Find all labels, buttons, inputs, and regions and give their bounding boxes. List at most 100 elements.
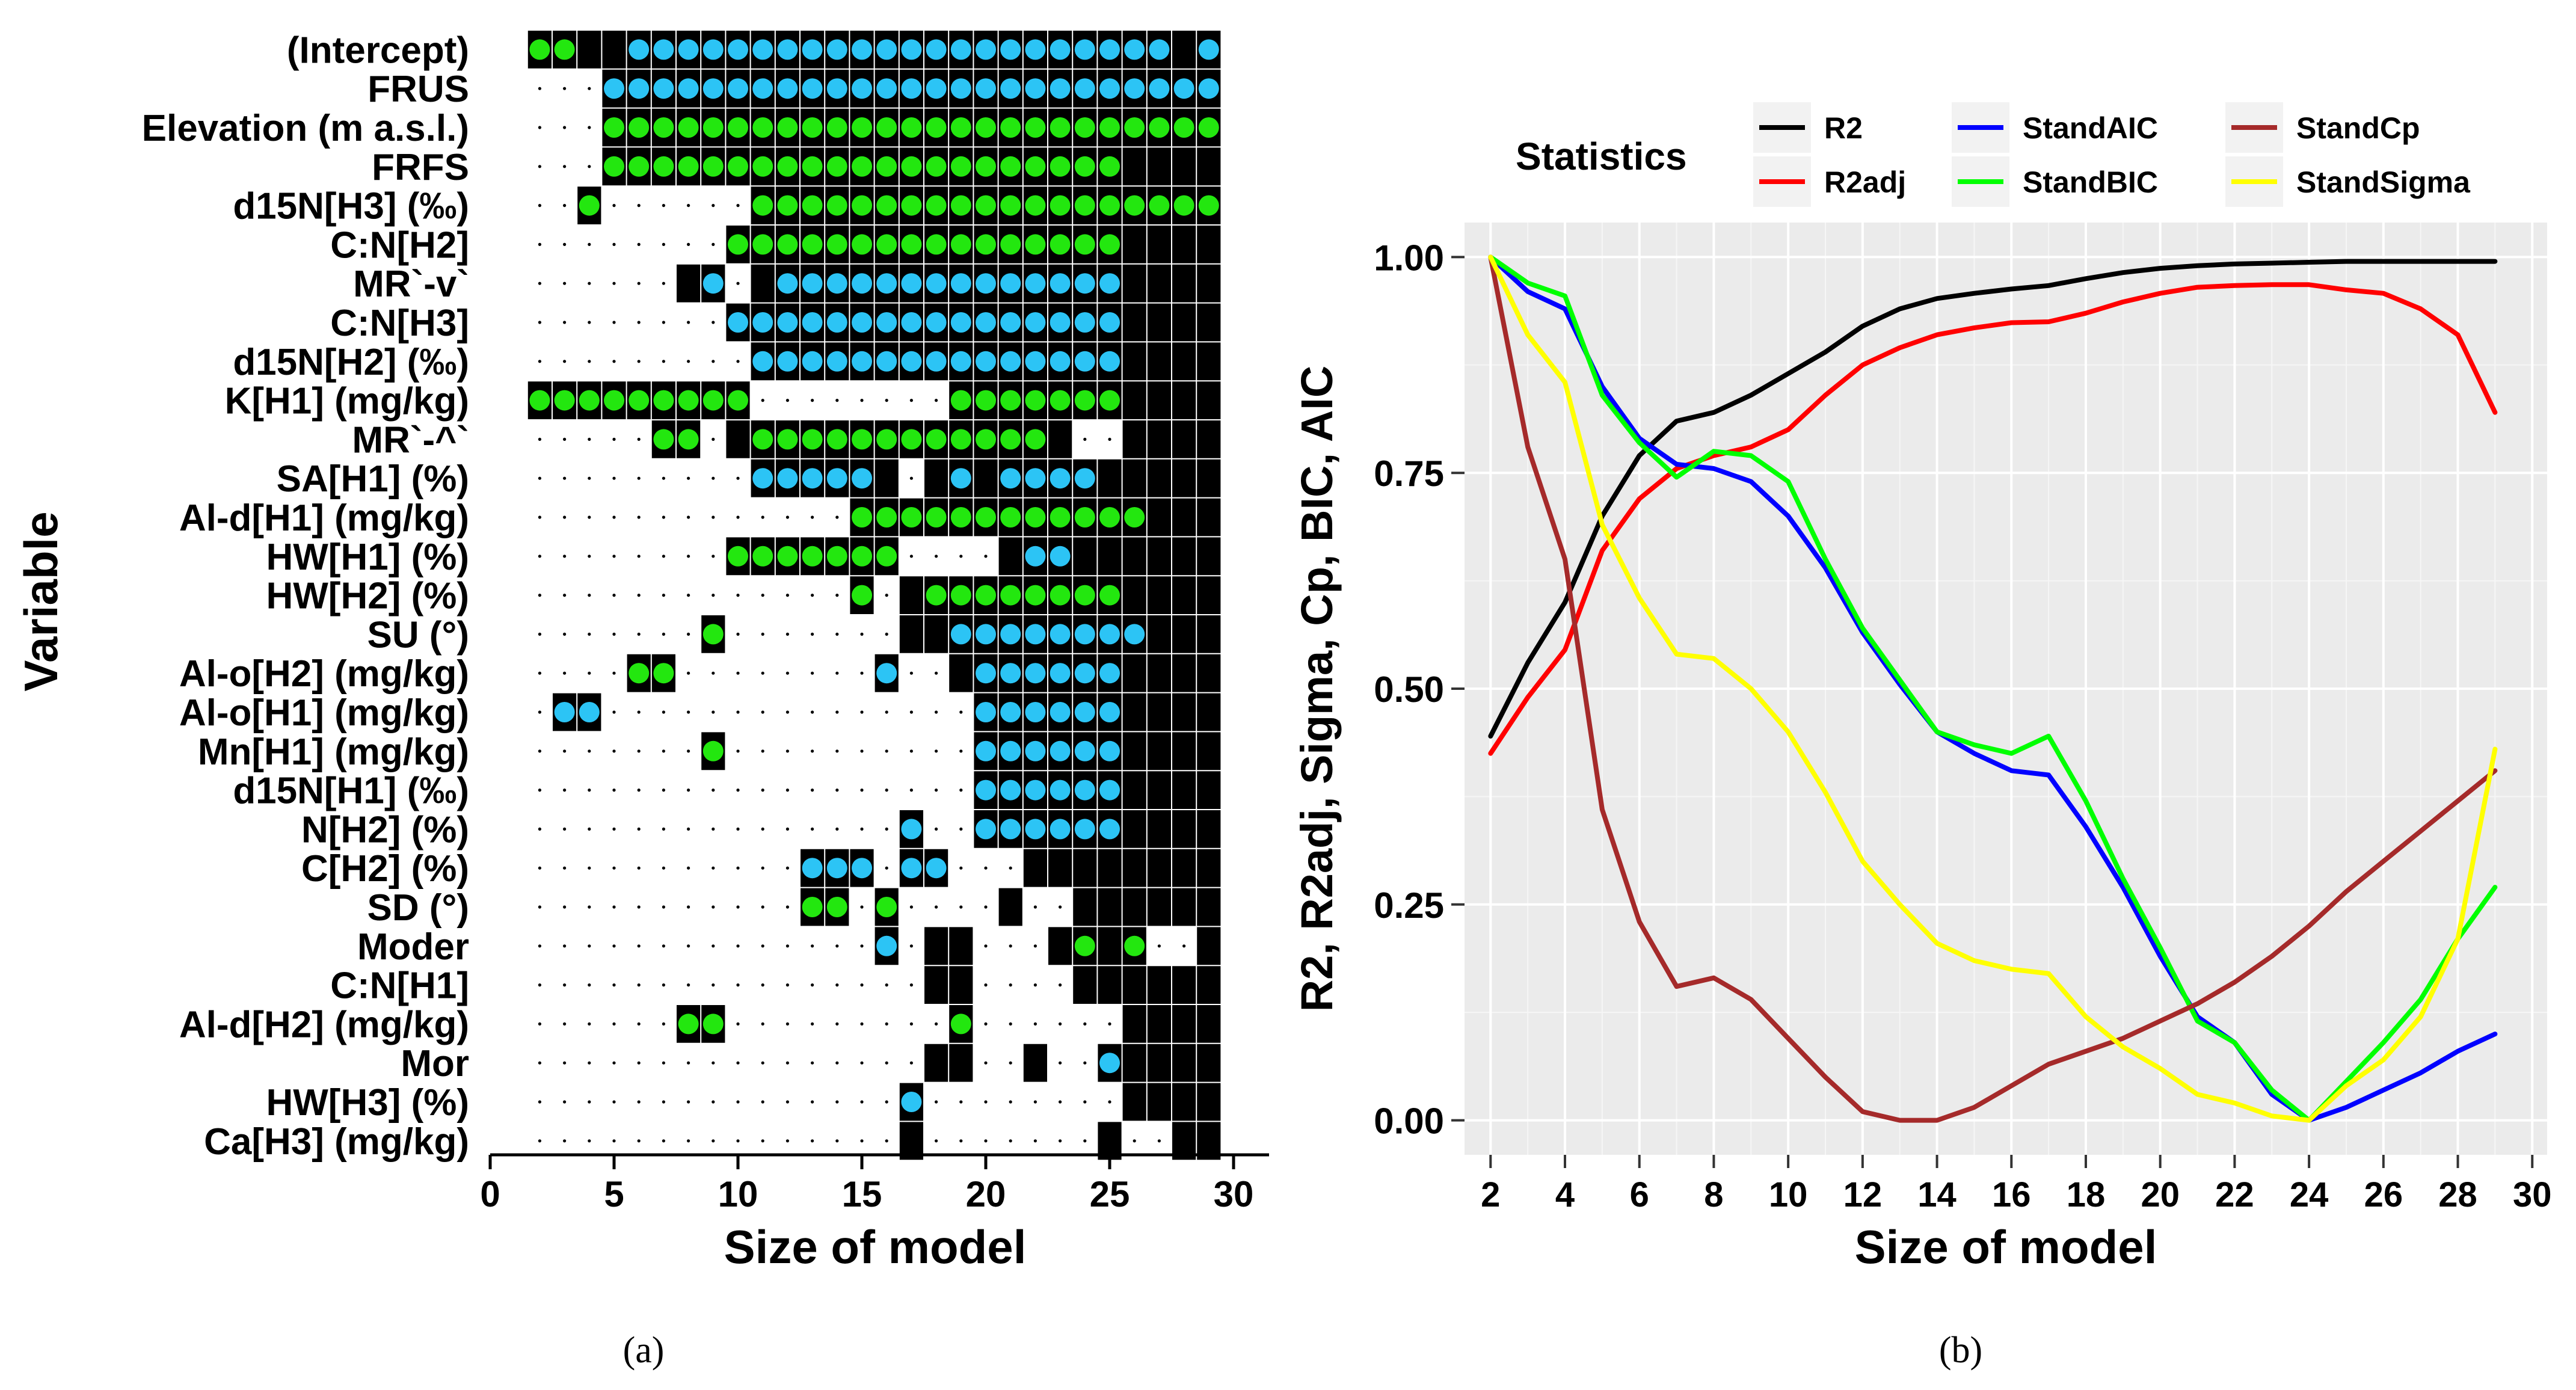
cell-marker-blue bbox=[1074, 624, 1095, 645]
cell-not-included bbox=[935, 789, 938, 792]
cell-marker-blue bbox=[976, 351, 996, 372]
cell-marker-blue bbox=[1050, 780, 1071, 801]
cell-included bbox=[1172, 810, 1197, 849]
cell-not-included bbox=[563, 515, 567, 519]
cell-not-included bbox=[761, 827, 764, 831]
cell-marker-blue bbox=[852, 468, 872, 489]
cell-not-included bbox=[563, 281, 567, 285]
cell-marker-green bbox=[976, 234, 996, 255]
cell-marker-blue bbox=[1000, 819, 1021, 840]
row-label: Mn[H1] (mg/kg) bbox=[198, 731, 469, 773]
cell-not-included bbox=[885, 866, 888, 870]
cell-not-included bbox=[538, 749, 542, 753]
cell-not-included bbox=[860, 1100, 864, 1104]
cell-marker-green bbox=[1099, 156, 1120, 177]
cell-marker-green bbox=[976, 195, 996, 216]
cell-not-included bbox=[1009, 1022, 1012, 1026]
cell-not-included bbox=[687, 632, 690, 636]
cell-marker-blue bbox=[976, 702, 996, 722]
row-label: (Intercept) bbox=[287, 29, 469, 71]
row-label: HW[H1] (%) bbox=[266, 537, 470, 578]
cell-not-included bbox=[1083, 1100, 1087, 1104]
cell-marker-blue bbox=[1099, 624, 1120, 645]
cell-not-included bbox=[563, 437, 567, 441]
x-tick-label: 20 bbox=[966, 1174, 1006, 1214]
cell-not-included bbox=[736, 515, 740, 519]
cell-marker-blue bbox=[1000, 312, 1021, 333]
cell-not-included bbox=[588, 983, 591, 987]
panel-a-cells bbox=[527, 30, 1222, 1161]
cell-included bbox=[1097, 458, 1122, 498]
cell-marker-blue bbox=[802, 312, 823, 333]
cell-marker-blue bbox=[950, 468, 971, 489]
cell-not-included bbox=[563, 1022, 567, 1026]
cell-not-included bbox=[538, 983, 542, 987]
cell-marker-blue bbox=[1124, 624, 1145, 645]
cell-marker-blue bbox=[876, 663, 897, 684]
cell-not-included bbox=[811, 515, 814, 519]
cell-marker-blue bbox=[728, 312, 748, 333]
cell-not-included bbox=[563, 87, 567, 90]
cell-marker-blue bbox=[1050, 468, 1071, 489]
cell-marker-blue bbox=[1050, 273, 1071, 294]
cell-marker-green bbox=[976, 507, 996, 527]
cell-marker-blue bbox=[852, 351, 872, 372]
cell-marker-blue bbox=[1050, 546, 1071, 567]
cell-not-included bbox=[761, 710, 764, 714]
cell-marker-green bbox=[604, 390, 624, 411]
cell-included bbox=[1196, 926, 1222, 966]
cell-marker-blue bbox=[1099, 312, 1120, 333]
cell-marker-green bbox=[1050, 390, 1071, 411]
cell-marker-blue bbox=[1099, 819, 1120, 840]
cell-not-included bbox=[612, 866, 616, 870]
cell-included bbox=[1097, 848, 1122, 888]
cell-not-included bbox=[761, 749, 764, 753]
cell-marker-green bbox=[802, 897, 823, 917]
cell-included bbox=[1146, 303, 1172, 342]
cell-marker-green bbox=[579, 390, 600, 411]
cell-marker-blue bbox=[653, 39, 674, 60]
cell-not-included bbox=[637, 515, 641, 519]
cell-marker-green bbox=[1074, 390, 1095, 411]
cell-marker-green bbox=[826, 429, 847, 450]
cell-not-included bbox=[835, 749, 839, 753]
cell-marker-blue bbox=[852, 78, 872, 99]
x-tick-label: 16 bbox=[1992, 1175, 2031, 1214]
cell-not-included bbox=[785, 399, 789, 402]
cell-marker-blue bbox=[1074, 780, 1095, 801]
cell-marker-blue bbox=[950, 273, 971, 294]
cell-not-included bbox=[1157, 944, 1161, 948]
x-tick-label: 25 bbox=[1090, 1174, 1130, 1214]
cell-not-included bbox=[761, 1022, 764, 1026]
cell-not-included bbox=[687, 242, 690, 246]
cell-marker-green bbox=[876, 429, 897, 450]
cell-marker-blue bbox=[1025, 273, 1046, 294]
cell-marker-blue bbox=[802, 78, 823, 99]
cell-marker-green bbox=[777, 234, 798, 255]
cell-marker-green bbox=[826, 117, 847, 138]
cell-marker-green bbox=[1000, 507, 1021, 527]
x-tick-label: 22 bbox=[2215, 1175, 2254, 1214]
cell-not-included bbox=[736, 360, 740, 363]
cell-marker-green bbox=[1050, 507, 1071, 527]
cell-not-included bbox=[588, 944, 591, 948]
cell-not-included bbox=[736, 594, 740, 597]
cell-marker-green bbox=[826, 546, 847, 567]
cell-included bbox=[1146, 225, 1172, 264]
cell-marker-green bbox=[1000, 195, 1021, 216]
row-label: MR`-v` bbox=[353, 263, 469, 305]
cell-not-included bbox=[785, 983, 789, 987]
cell-not-included bbox=[736, 1061, 740, 1065]
cell-marker-green bbox=[1050, 156, 1071, 177]
cell-included bbox=[1146, 770, 1172, 810]
cell-not-included bbox=[563, 476, 567, 480]
cell-marker-green bbox=[901, 429, 922, 450]
cell-included bbox=[924, 1043, 949, 1083]
cell-included bbox=[1122, 770, 1147, 810]
cell-marker-blue bbox=[876, 78, 897, 99]
cell-included bbox=[899, 576, 924, 615]
cell-not-included bbox=[1059, 1022, 1062, 1026]
panel-a-x-axis-label: Size of model bbox=[724, 1220, 1027, 1273]
cell-included bbox=[1146, 1004, 1172, 1044]
cell-marker-green bbox=[901, 507, 922, 527]
